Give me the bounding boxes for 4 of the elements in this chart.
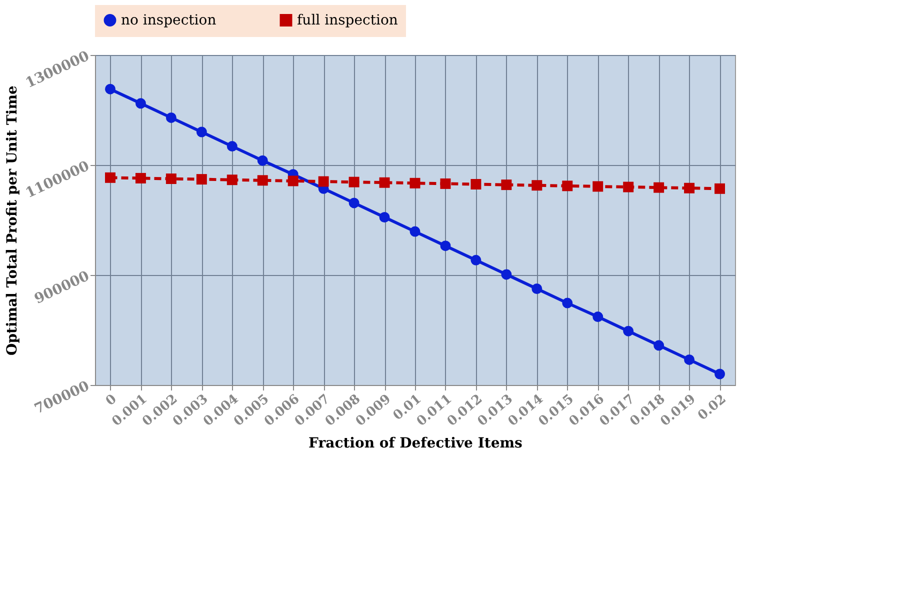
x-axis-title: Fraction of Defective Items bbox=[308, 436, 523, 452]
y-axis-title: Optimal Total Profit per Unit Time bbox=[4, 85, 21, 356]
legend-label: no inspection bbox=[121, 12, 216, 28]
legend-label: full inspection bbox=[297, 12, 398, 28]
